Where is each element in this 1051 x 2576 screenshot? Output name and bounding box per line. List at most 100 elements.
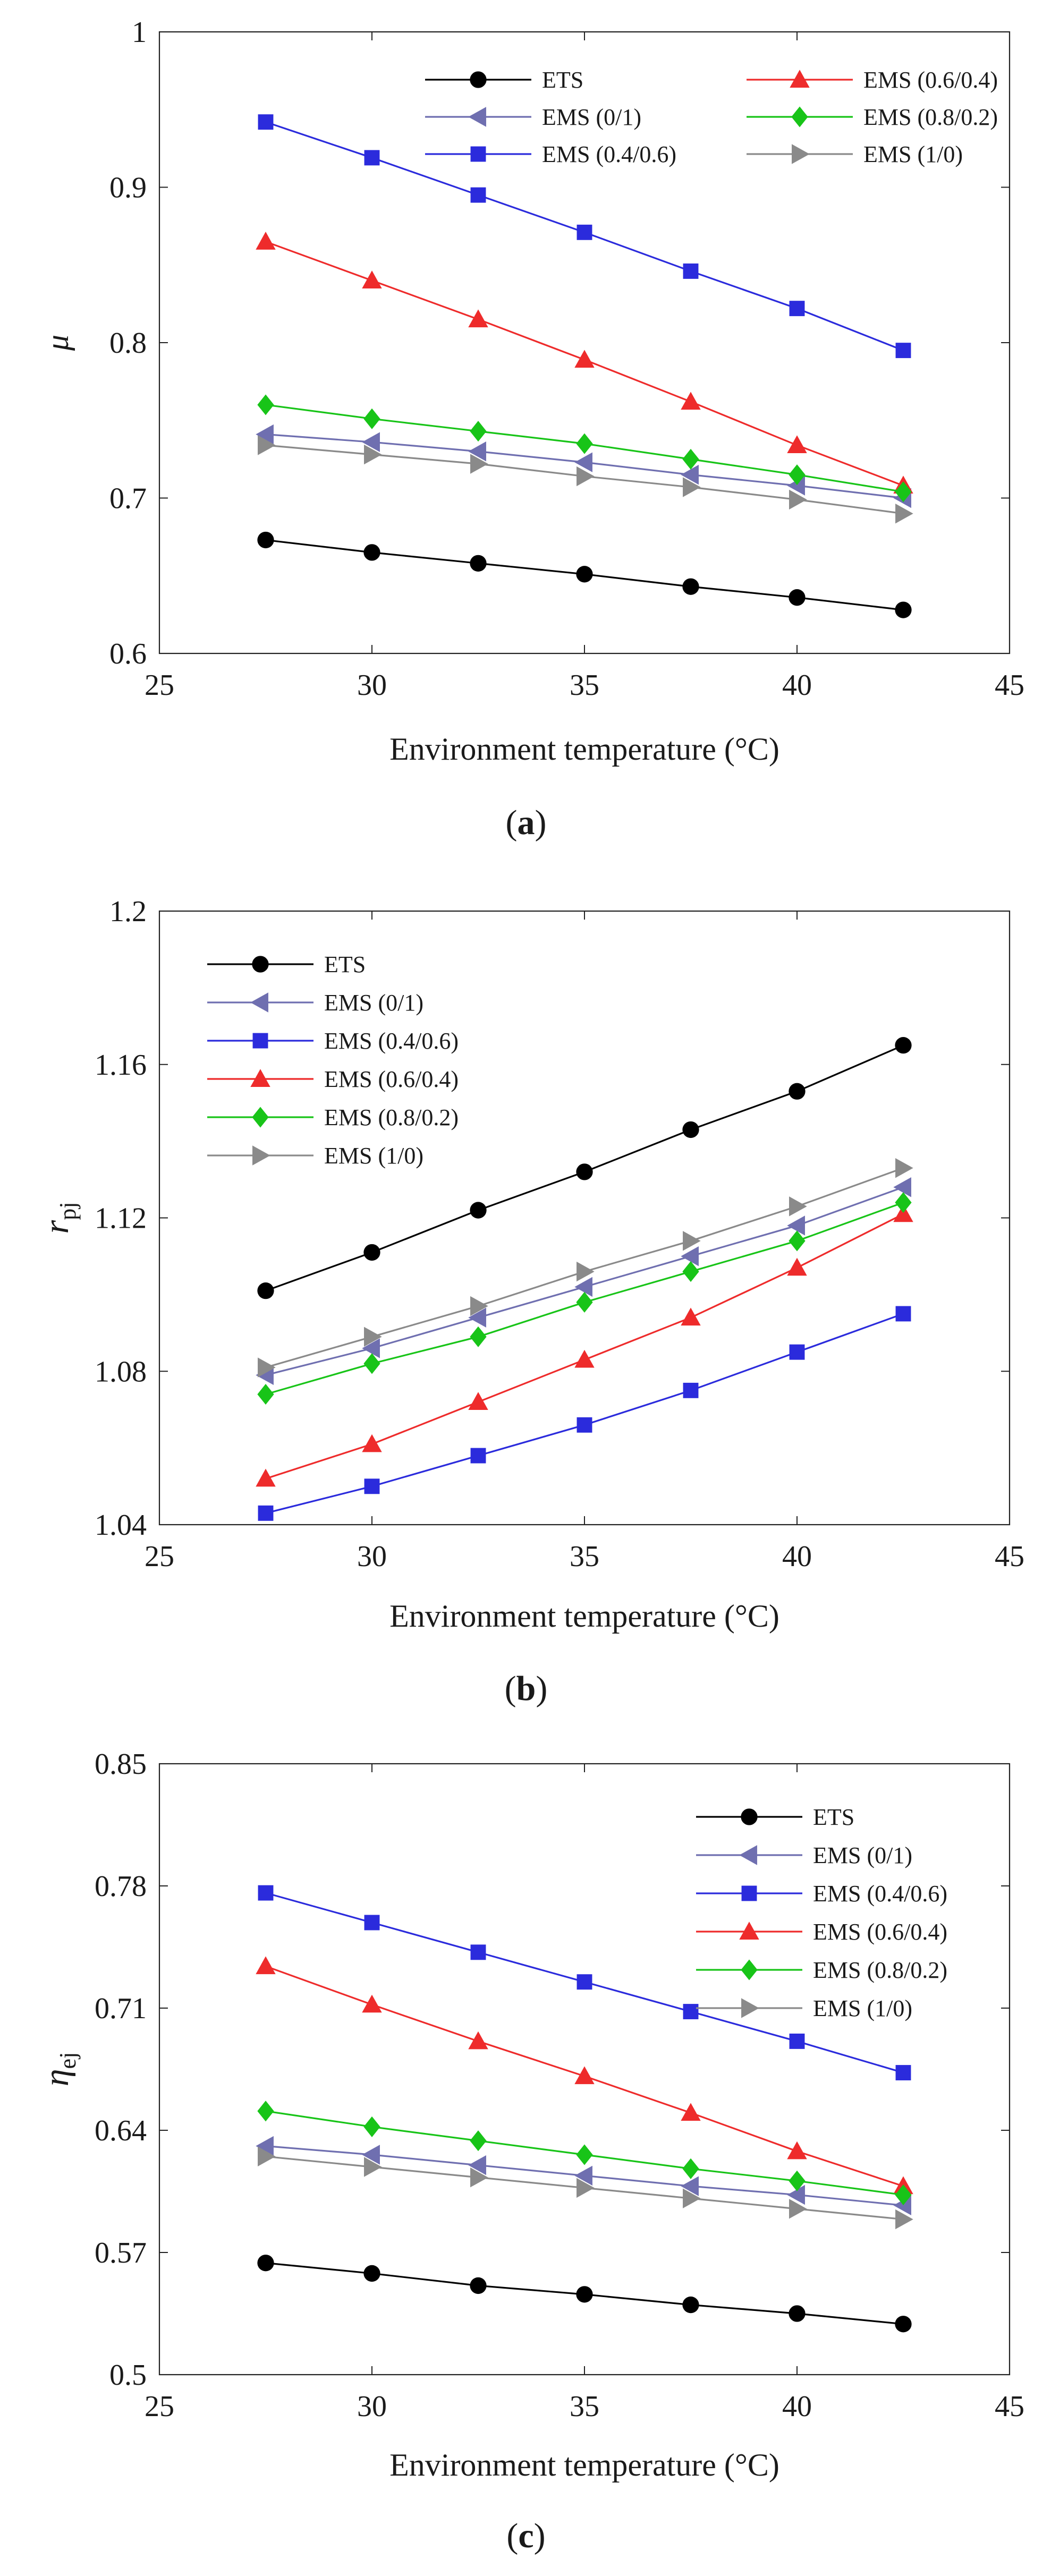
data-point — [258, 1885, 274, 1901]
data-point — [256, 1956, 276, 1975]
x-tick-label: 40 — [782, 1540, 812, 1573]
series-ems-0-1- — [256, 1177, 911, 1385]
y-tick-label: 0.5 — [109, 2359, 147, 2392]
x-tick-label: 30 — [357, 669, 387, 702]
data-point — [682, 1261, 699, 1282]
series-ets — [257, 531, 912, 618]
data-point — [683, 263, 699, 279]
data-point — [789, 464, 806, 486]
data-point — [789, 589, 806, 606]
legend-entry: EMS (0.6/0.4) — [207, 1066, 459, 1092]
x-tick-label: 40 — [782, 669, 812, 702]
x-tick-label: 35 — [570, 669, 599, 702]
data-point — [468, 2031, 488, 2050]
data-point — [258, 435, 276, 455]
legend-marker — [741, 1885, 757, 1901]
panel-a-caption: (a) — [506, 803, 547, 842]
y-tick-label: 1.2 — [109, 895, 147, 928]
data-point — [577, 1261, 595, 1282]
legend: ETS EMS (0/1) EMS (0.4/0.6) EMS (0.6/0.4) EM… — [425, 67, 998, 167]
series-ets — [257, 2255, 912, 2333]
data-point — [682, 448, 699, 470]
data-point — [468, 441, 486, 462]
data-point — [364, 150, 380, 166]
y-tick-label: 0.78 — [95, 1870, 147, 1903]
legend-label: EMS (0/1) — [542, 104, 641, 130]
legend-marker — [741, 1959, 758, 1980]
x-axis-title: Environment temperature (°C) — [389, 1599, 779, 1634]
legend-entry: EMS (0/1) — [696, 1842, 912, 1868]
data-point — [468, 309, 488, 328]
legend-marker — [252, 956, 269, 973]
y-tick-label: 1.08 — [95, 1355, 147, 1388]
y-tick-label: 1.04 — [95, 1509, 147, 1542]
data-point — [574, 2165, 592, 2186]
data-point — [682, 2296, 699, 2314]
legend-label: EMS (0/1) — [324, 990, 423, 1016]
data-point — [682, 1121, 699, 1138]
legend-entry: EMS (1/0) — [696, 1995, 912, 2021]
data-point — [681, 2176, 699, 2196]
legend-entry: EMS (0/1) — [207, 990, 423, 1016]
series-ems-0-8-0-2- — [257, 394, 912, 503]
data-point — [895, 343, 911, 359]
data-point — [470, 1202, 487, 1219]
panel-c-caption: (c) — [506, 2517, 545, 2555]
data-point — [789, 1196, 807, 1217]
data-point — [681, 1246, 699, 1266]
y-tick-label: 0.71 — [95, 1992, 147, 2025]
y-tick-label: 0.57 — [95, 2237, 147, 2269]
data-point — [574, 1277, 592, 1297]
x-tick-label: 35 — [570, 2390, 599, 2423]
data-point — [362, 1338, 380, 1358]
data-point — [470, 1448, 486, 1464]
data-point — [576, 433, 593, 454]
legend-entry: EMS (1/0) — [207, 1143, 423, 1169]
data-point — [789, 489, 807, 510]
data-point — [363, 544, 380, 561]
y-tick-label: 1.16 — [95, 1049, 147, 1082]
data-point — [574, 2066, 595, 2085]
x-tick-label: 25 — [145, 669, 174, 702]
data-point — [363, 1353, 380, 1374]
legend-entry: EMS (0.6/0.4) — [747, 67, 998, 93]
data-point — [683, 2188, 701, 2208]
data-point — [364, 444, 382, 465]
data-point — [257, 1282, 274, 1299]
series-ems-1-0- — [258, 435, 913, 524]
data-point — [257, 1384, 274, 1405]
legend-label: EMS (0.6/0.4) — [324, 1066, 459, 1092]
legend-marker — [468, 107, 486, 127]
y-axis-title: ηej — [37, 2052, 81, 2087]
data-point — [258, 1357, 276, 1378]
series-ems-0-6-0-4- — [256, 1204, 913, 1487]
data-point — [576, 2144, 593, 2165]
data-point — [574, 350, 595, 368]
data-point — [895, 2209, 913, 2230]
data-point — [893, 1204, 913, 1222]
data-point — [895, 504, 913, 524]
data-point — [470, 2167, 488, 2188]
data-point — [577, 2178, 595, 2198]
data-point — [363, 2116, 380, 2137]
data-point — [470, 187, 486, 203]
data-point — [256, 424, 274, 445]
data-point — [787, 435, 807, 454]
legend: ETS EMS (0/1) EMS (0.4/0.6) EMS (0.6/0.4) EM… — [207, 951, 459, 1169]
x-tick-label: 45 — [995, 1540, 1024, 1573]
data-point — [256, 2136, 274, 2156]
panel-b-caption: (b) — [505, 1669, 548, 1708]
legend-label: EMS (0.8/0.2) — [324, 1104, 459, 1130]
y-tick-label: 0.8 — [109, 327, 147, 360]
x-axis-title: Environment temperature (°C) — [389, 732, 779, 767]
legend-label: EMS (0/1) — [813, 1842, 912, 1868]
x-tick-label: 40 — [782, 2390, 812, 2423]
legend-entry: EMS (0.4/0.6) — [696, 1881, 947, 1907]
data-point — [470, 1326, 487, 1347]
series-ems-0-4-0-6- — [258, 1885, 911, 2081]
x-tick-label: 45 — [995, 2390, 1024, 2423]
data-point — [789, 2170, 806, 2191]
data-point — [470, 555, 487, 572]
data-point — [470, 2277, 487, 2294]
